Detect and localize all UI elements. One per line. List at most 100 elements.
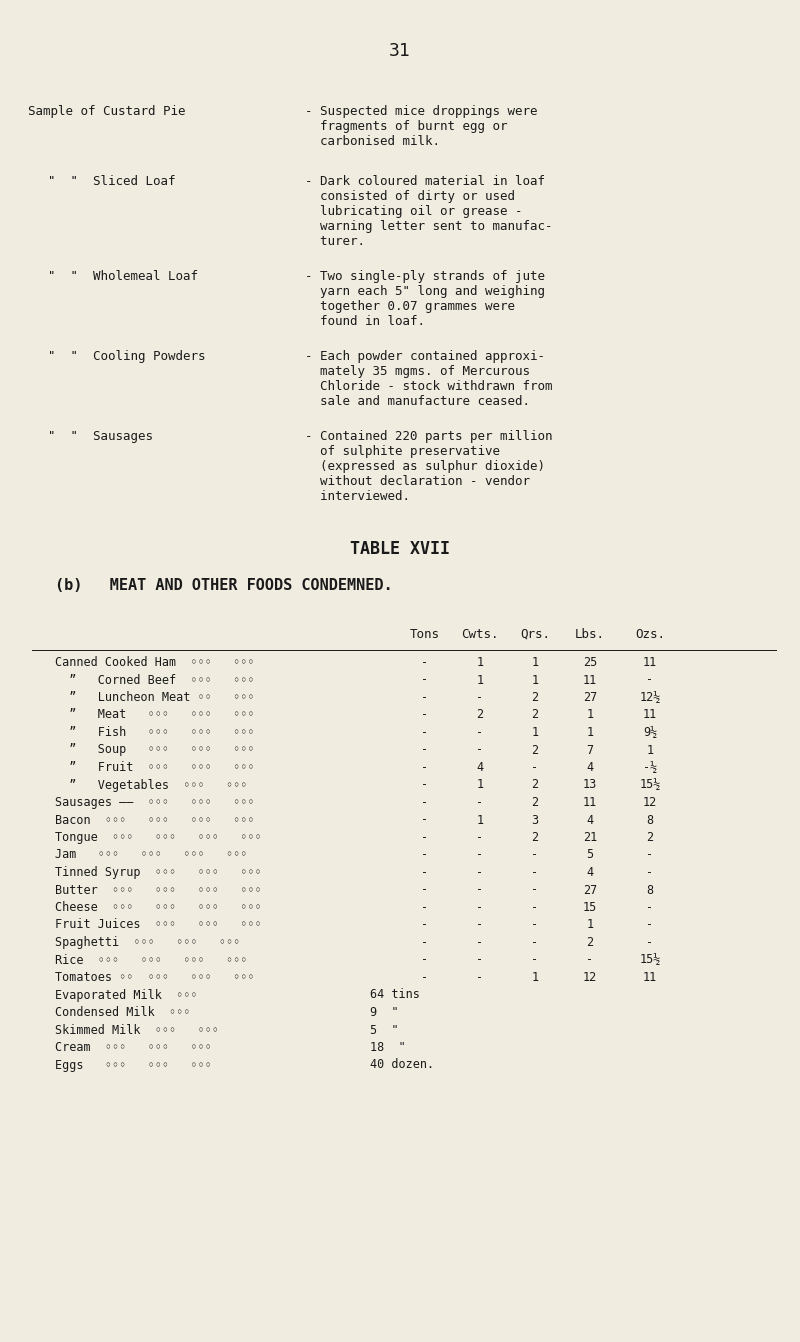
Text: -: - (422, 813, 429, 827)
Text: Condensed Milk  ◦◦◦: Condensed Milk ◦◦◦ (55, 1006, 190, 1019)
Text: "  "  Sliced Loaf: " " Sliced Loaf (48, 174, 175, 188)
Text: 4: 4 (477, 761, 483, 774)
Text: - Each powder contained approxi-
  mately 35 mgms. of Mercurous
  Chloride - sto: - Each powder contained approxi- mately … (305, 350, 553, 408)
Text: ”   Fish   ◦◦◦   ◦◦◦   ◦◦◦: ” Fish ◦◦◦ ◦◦◦ ◦◦◦ (55, 726, 254, 739)
Text: 64 tins: 64 tins (370, 989, 420, 1001)
Text: -: - (477, 900, 483, 914)
Text: 21: 21 (583, 831, 597, 844)
Text: -: - (477, 954, 483, 966)
Text: 1: 1 (477, 656, 483, 670)
Text: 1: 1 (586, 726, 594, 739)
Text: -: - (586, 954, 594, 966)
Text: Skimmed Milk  ◦◦◦   ◦◦◦: Skimmed Milk ◦◦◦ ◦◦◦ (55, 1024, 219, 1036)
Text: 11: 11 (643, 972, 657, 984)
Text: 1: 1 (531, 726, 538, 739)
Text: 2: 2 (531, 691, 538, 705)
Text: -: - (646, 674, 654, 687)
Text: 2: 2 (586, 935, 594, 949)
Text: -: - (646, 918, 654, 931)
Text: - Dark coloured material in loaf
  consisted of dirty or used
  lubricating oil : - Dark coloured material in loaf consist… (305, 174, 553, 248)
Text: -: - (422, 883, 429, 896)
Text: 1: 1 (586, 709, 594, 722)
Text: -: - (477, 831, 483, 844)
Text: 18  ": 18 " (370, 1041, 406, 1053)
Text: 2: 2 (477, 709, 483, 722)
Text: 12: 12 (643, 796, 657, 809)
Text: 15½: 15½ (639, 778, 661, 792)
Text: -: - (477, 691, 483, 705)
Text: 5  ": 5 " (370, 1024, 398, 1036)
Text: -: - (422, 778, 429, 792)
Text: -: - (531, 900, 538, 914)
Text: 8: 8 (646, 883, 654, 896)
Text: ”   Vegetables  ◦◦◦   ◦◦◦: ” Vegetables ◦◦◦ ◦◦◦ (55, 778, 247, 792)
Text: -: - (477, 866, 483, 879)
Text: TABLE XVII: TABLE XVII (350, 539, 450, 558)
Text: 9½: 9½ (643, 726, 657, 739)
Text: ”   Luncheon Meat ◦◦   ◦◦◦: ” Luncheon Meat ◦◦ ◦◦◦ (55, 691, 254, 705)
Text: 1: 1 (531, 972, 538, 984)
Text: -: - (422, 726, 429, 739)
Text: Rice  ◦◦◦   ◦◦◦   ◦◦◦   ◦◦◦: Rice ◦◦◦ ◦◦◦ ◦◦◦ ◦◦◦ (55, 954, 247, 966)
Text: 12½: 12½ (639, 691, 661, 705)
Text: Ozs.: Ozs. (635, 628, 665, 641)
Text: -: - (646, 848, 654, 862)
Text: "  "  Wholemeal Loaf: " " Wholemeal Loaf (48, 270, 198, 283)
Text: 5: 5 (586, 848, 594, 862)
Text: 11: 11 (583, 674, 597, 687)
Text: Butter  ◦◦◦   ◦◦◦   ◦◦◦   ◦◦◦: Butter ◦◦◦ ◦◦◦ ◦◦◦ ◦◦◦ (55, 883, 262, 896)
Text: -½: -½ (643, 761, 657, 774)
Text: Canned Cooked Ham  ◦◦◦   ◦◦◦: Canned Cooked Ham ◦◦◦ ◦◦◦ (55, 656, 254, 670)
Text: 3: 3 (531, 813, 538, 827)
Text: ”   Corned Beef  ◦◦◦   ◦◦◦: ” Corned Beef ◦◦◦ ◦◦◦ (55, 674, 254, 687)
Text: -: - (477, 883, 483, 896)
Text: (b)   MEAT AND OTHER FOODS CONDEMNED.: (b) MEAT AND OTHER FOODS CONDEMNED. (55, 578, 393, 593)
Text: Cwts.: Cwts. (462, 628, 498, 641)
Text: 4: 4 (586, 813, 594, 827)
Text: 1: 1 (477, 813, 483, 827)
Text: Bacon  ◦◦◦   ◦◦◦   ◦◦◦   ◦◦◦: Bacon ◦◦◦ ◦◦◦ ◦◦◦ ◦◦◦ (55, 813, 254, 827)
Text: 1: 1 (586, 918, 594, 931)
Text: 27: 27 (583, 883, 597, 896)
Text: -: - (531, 866, 538, 879)
Text: 1: 1 (477, 778, 483, 792)
Text: - Two single-ply strands of jute
  yarn each 5" long and weighing
  together 0.0: - Two single-ply strands of jute yarn ea… (305, 270, 545, 327)
Text: ”   Fruit  ◦◦◦   ◦◦◦   ◦◦◦: ” Fruit ◦◦◦ ◦◦◦ ◦◦◦ (55, 761, 254, 774)
Text: -: - (422, 691, 429, 705)
Text: 15: 15 (583, 900, 597, 914)
Text: -: - (422, 866, 429, 879)
Text: -: - (477, 972, 483, 984)
Text: 11: 11 (583, 796, 597, 809)
Text: -: - (422, 674, 429, 687)
Text: -: - (646, 900, 654, 914)
Text: -: - (531, 918, 538, 931)
Text: -: - (422, 935, 429, 949)
Text: -: - (422, 972, 429, 984)
Text: 9  ": 9 " (370, 1006, 398, 1019)
Text: 1: 1 (477, 674, 483, 687)
Text: -: - (422, 831, 429, 844)
Text: Tinned Syrup  ◦◦◦   ◦◦◦   ◦◦◦: Tinned Syrup ◦◦◦ ◦◦◦ ◦◦◦ (55, 866, 262, 879)
Text: 4: 4 (586, 866, 594, 879)
Text: -: - (531, 883, 538, 896)
Text: -: - (531, 761, 538, 774)
Text: 8: 8 (646, 813, 654, 827)
Text: Tongue  ◦◦◦   ◦◦◦   ◦◦◦   ◦◦◦: Tongue ◦◦◦ ◦◦◦ ◦◦◦ ◦◦◦ (55, 831, 262, 844)
Text: 12: 12 (583, 972, 597, 984)
Text: -: - (477, 726, 483, 739)
Text: 11: 11 (643, 656, 657, 670)
Text: Lbs.: Lbs. (575, 628, 605, 641)
Text: 40 dozen.: 40 dozen. (370, 1059, 434, 1071)
Text: Cream  ◦◦◦   ◦◦◦   ◦◦◦: Cream ◦◦◦ ◦◦◦ ◦◦◦ (55, 1041, 212, 1053)
Text: 11: 11 (643, 709, 657, 722)
Text: -: - (422, 796, 429, 809)
Text: -: - (422, 743, 429, 757)
Text: - Suspected mice droppings were
  fragments of burnt egg or
  carbonised milk.: - Suspected mice droppings were fragment… (305, 105, 538, 148)
Text: Eggs   ◦◦◦   ◦◦◦   ◦◦◦: Eggs ◦◦◦ ◦◦◦ ◦◦◦ (55, 1059, 212, 1071)
Text: Qrs.: Qrs. (520, 628, 550, 641)
Text: 2: 2 (646, 831, 654, 844)
Text: 31: 31 (389, 42, 411, 60)
Text: - Contained 220 parts per million
  of sulphite preservative
  (expressed as sul: - Contained 220 parts per million of sul… (305, 429, 553, 503)
Text: 1: 1 (646, 743, 654, 757)
Text: 27: 27 (583, 691, 597, 705)
